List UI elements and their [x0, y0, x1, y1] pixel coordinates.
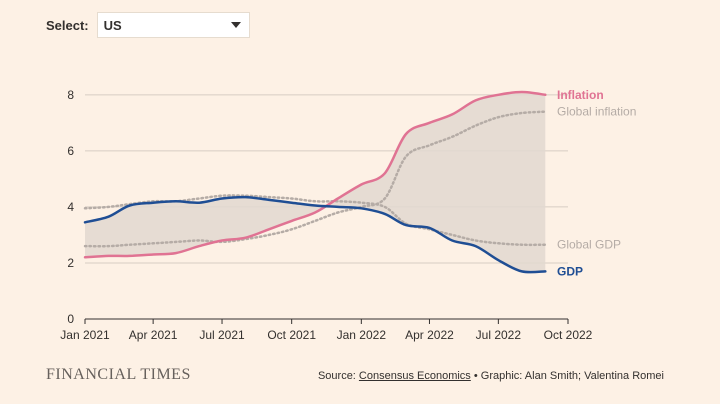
x-tick-label: Apr 2021: [129, 328, 178, 342]
y-tick-label: 8: [67, 88, 74, 102]
x-tick-label: Jan 2021: [60, 328, 110, 342]
chevron-down-icon: [230, 22, 241, 28]
country-selector: Select: US: [46, 12, 250, 38]
gdp-line: [83, 195, 547, 274]
x-tick-label: Oct 2022: [544, 328, 593, 342]
ft-logo: FINANCIAL TIMES: [46, 366, 191, 383]
y-tick-label: 0: [67, 312, 74, 326]
country-dropdown[interactable]: US: [96, 12, 250, 38]
global-gdp-label: Global GDP: [557, 238, 621, 252]
global-inflation-line: [83, 110, 547, 248]
x-tick-label: Jul 2022: [476, 328, 522, 342]
source-prefix: Source:: [317, 370, 359, 382]
y-tick-label: 6: [67, 144, 74, 158]
inflation-label: Inflation: [557, 88, 604, 102]
inflation-line: [83, 90, 547, 259]
x-tick-label: Oct 2021: [267, 328, 316, 342]
x-tick-label: Jan 2022: [337, 328, 387, 342]
gdp-label: GDP: [557, 264, 583, 278]
x-tick-label: Jul 2021: [199, 328, 245, 342]
y-tick-label: 4: [67, 200, 74, 214]
source-link[interactable]: Consensus Economics: [358, 370, 471, 382]
line-chart: 0 2 4 6 8 Jan 2021 Apr 2021 Jul 2021 Oct 2021 Jan…: [60, 88, 636, 342]
select-label: Select:: [46, 17, 89, 33]
country-dropdown-value: US: [103, 17, 122, 33]
x-tick-label: Apr 2022: [405, 328, 454, 342]
global-gdp-line: [83, 194, 547, 247]
source-credit: Source: Consensus Economics • Graphic: A…: [318, 370, 664, 382]
graphic-credit: • Graphic: Alan Smith; Valentina Romei: [470, 370, 664, 382]
global-inflation-label: Global inflation: [557, 105, 636, 119]
y-tick-label: 2: [67, 256, 74, 270]
